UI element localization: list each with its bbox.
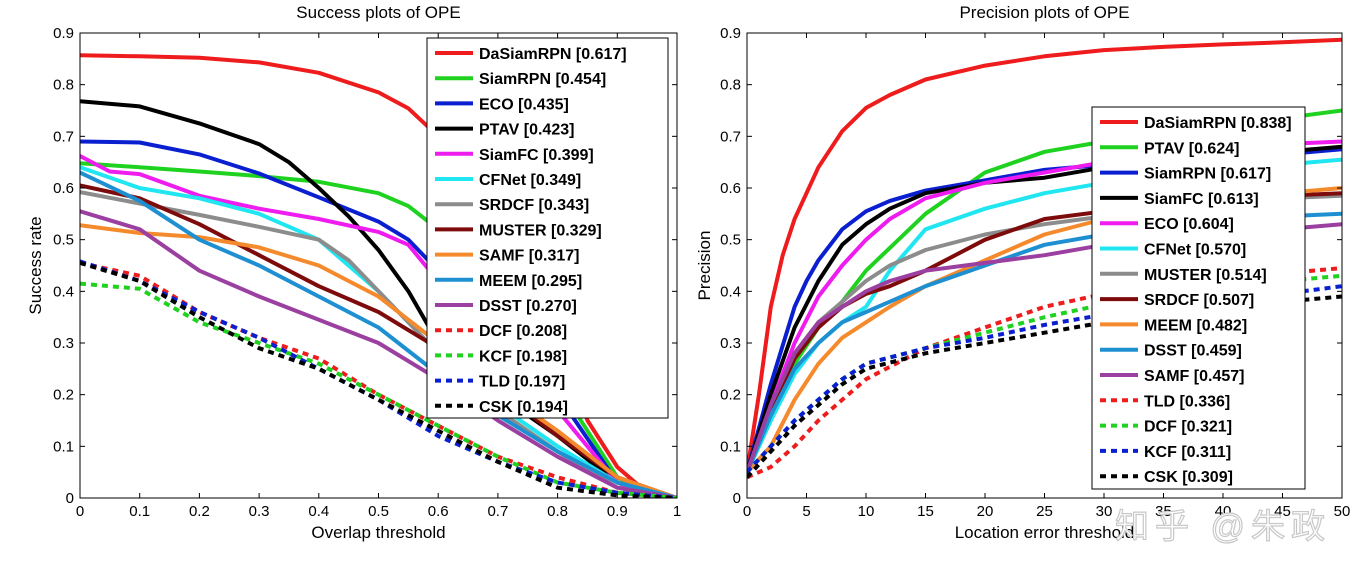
y-tick-label: 0 — [733, 490, 741, 507]
legend-label: SRDCF [0.507] — [1144, 292, 1254, 309]
x-tick-label: 45 — [1274, 503, 1291, 520]
series-line-13 — [747, 284, 1342, 474]
chart-title: Precision plots of OPE — [959, 3, 1129, 22]
x-tick-label: 0.7 — [487, 503, 508, 520]
watermark: 知乎 @朱政 — [1115, 508, 1331, 546]
x-tick-label: 20 — [977, 503, 994, 520]
legend-label: TLD [0.197] — [479, 374, 565, 391]
x-tick-label: 0.2 — [189, 503, 210, 520]
y-tick-label: 0.2 — [720, 387, 741, 404]
series-line-10 — [80, 209, 677, 498]
legend-label: SAMF [0.317] — [479, 248, 579, 265]
success-plot: Success plots of OPE DaSiamRPN [0.617] Si… — [26, 3, 681, 542]
x-tick-label: 50 — [1334, 503, 1351, 520]
series-line-0 — [80, 53, 677, 498]
legend: DaSiamRPN [0.838] PTAV [0.624] SiamRPN [0.… — [1091, 106, 1306, 490]
x-tick-label: 25 — [1036, 503, 1053, 520]
legend-label: DSST [0.270] — [479, 298, 577, 315]
legend-label: MEEM [0.482] — [1144, 317, 1247, 334]
x-axis-label: Location error threshold — [955, 523, 1135, 542]
legend-label: SRDCF [0.343] — [479, 197, 589, 214]
y-tick-label: 0.8 — [53, 77, 74, 94]
y-tick-label: 0.3 — [53, 335, 74, 352]
legend-label: KCF [0.198] — [479, 348, 567, 365]
y-tick-label: 0.3 — [720, 335, 741, 352]
x-tick-label: 0.3 — [249, 503, 270, 520]
legend-label: SiamFC [0.399] — [479, 147, 594, 164]
y-tick-label: 0.7 — [53, 128, 74, 145]
legend-label: SAMF [0.457] — [1144, 368, 1244, 385]
x-tick-label: 0.9 — [607, 503, 628, 520]
x-tick-label: 0.5 — [368, 503, 389, 520]
y-tick-label: 0.5 — [53, 232, 74, 249]
series-line-7 — [80, 183, 677, 498]
legend-label: DaSiamRPN [0.838] — [1144, 115, 1292, 132]
x-tick-label: 0.6 — [428, 503, 449, 520]
x-tick-label: 0.1 — [129, 503, 150, 520]
x-tick-label: 5 — [802, 503, 810, 520]
legend-label: KCF [0.311] — [1144, 444, 1231, 461]
x-tick-label: 0 — [76, 503, 84, 520]
y-tick-label: 0.9 — [53, 25, 74, 42]
legend-label: DCF [0.208] — [479, 323, 567, 340]
y-tick-label: 0 — [66, 490, 74, 507]
x-tick-label: 0 — [743, 503, 751, 520]
x-tick-label: 10 — [858, 503, 875, 520]
y-tick-label: 0.1 — [53, 438, 74, 455]
x-axis-label: Overlap threshold — [311, 523, 445, 542]
legend-label: MUSTER [0.514] — [1144, 267, 1267, 284]
x-tick-label: 40 — [1215, 503, 1232, 520]
x-tick-label: 30 — [1096, 503, 1113, 520]
legend-label: PTAV [0.624] — [1144, 140, 1239, 157]
legend-label: SiamRPN [0.617] — [1144, 166, 1271, 183]
chart-title: Success plots of OPE — [296, 3, 460, 22]
series-line-9 — [80, 170, 677, 498]
x-tick-label: 35 — [1155, 503, 1172, 520]
legend-label: CSK [0.309] — [1144, 469, 1233, 486]
x-tick-label: 15 — [917, 503, 934, 520]
series-line-8 — [80, 223, 677, 498]
legend-label: CFNet [0.349] — [479, 172, 581, 189]
series-line-3 — [80, 99, 677, 498]
y-tick-label: 0.6 — [720, 180, 741, 197]
y-axis-label: Precision — [695, 231, 714, 301]
legend-label: ECO [0.604] — [1144, 216, 1234, 233]
y-axis-label: Success rate — [26, 216, 45, 314]
y-tick-label: 0.9 — [720, 25, 741, 42]
series-line-0 — [747, 37, 1342, 475]
y-tick-label: 0.5 — [720, 232, 741, 249]
y-tick-label: 0.8 — [720, 77, 741, 94]
y-tick-label: 0.2 — [53, 387, 74, 404]
legend-label: CSK [0.194] — [479, 399, 568, 416]
y-tick-label: 0.7 — [720, 128, 741, 145]
legend-label: MEEM [0.295] — [479, 273, 582, 290]
legend-label: DCF [0.321] — [1144, 419, 1232, 436]
legend-label: TLD [0.336] — [1144, 393, 1230, 410]
precision-plot: Precision plots of OPE DaSiamRPN [0.838]… — [695, 3, 1350, 542]
legend-label: PTAV [0.423] — [479, 122, 574, 139]
legend-label: MUSTER [0.329] — [479, 222, 602, 239]
y-tick-label: 0.4 — [720, 283, 741, 300]
legend-label: ECO [0.435] — [479, 96, 569, 113]
x-tick-label: 0.4 — [308, 503, 329, 520]
legend: DaSiamRPN [0.617] SiamRPN [0.454] ECO [0.4… — [426, 37, 669, 419]
legend-label: DSST [0.459] — [1144, 343, 1242, 360]
legend-label: SiamRPN [0.454] — [479, 71, 606, 88]
legend-label: CFNet [0.570] — [1144, 242, 1246, 259]
legend-label: SiamFC [0.613] — [1144, 191, 1259, 208]
y-tick-label: 0.6 — [53, 180, 74, 197]
y-tick-label: 0.1 — [720, 438, 741, 455]
series-line-14 — [747, 294, 1342, 479]
x-tick-label: 0.8 — [547, 503, 568, 520]
x-tick-label: 1 — [673, 503, 681, 520]
legend-label: DaSiamRPN [0.617] — [479, 46, 627, 63]
series-line-12 — [80, 281, 677, 498]
y-tick-label: 0.4 — [53, 283, 74, 300]
